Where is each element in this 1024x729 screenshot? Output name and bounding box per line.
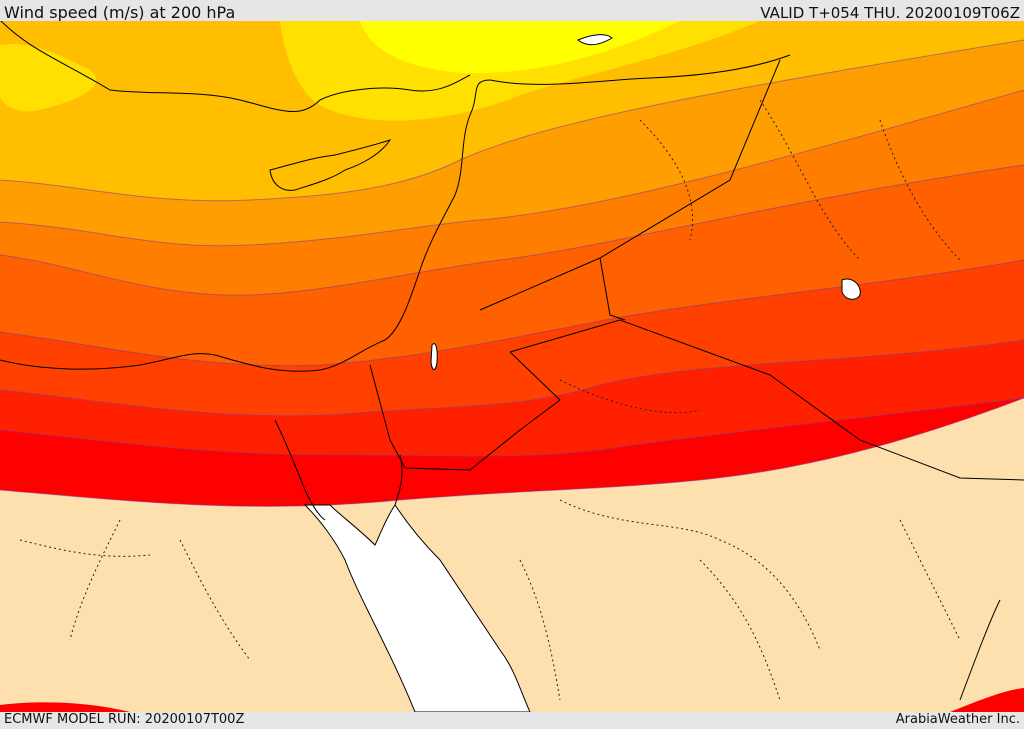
- wind-band-8-sw: [0, 702, 130, 712]
- contour-lines: [0, 39, 1024, 507]
- turkey-lake: [577, 34, 613, 46]
- model-run-label: ECMWF MODEL RUN: 20200107T00Z: [4, 712, 245, 727]
- wind-band-8-se: [950, 688, 1024, 712]
- country-borders: [369, 59, 1024, 481]
- dead-sea: [430, 343, 438, 370]
- map-footer: ECMWF MODEL RUN: 20200107T00Z ArabiaWeat…: [0, 712, 1024, 729]
- red-sea: [303, 504, 531, 712]
- wind-band-2: [0, 21, 1024, 201]
- coastlines: [0, 21, 1001, 701]
- map-header: Wind speed (m/s) at 200 hPa VALID T+054 …: [0, 0, 1024, 22]
- wind-band-0: [360, 21, 680, 74]
- gulf-lake-iraq: [841, 278, 861, 300]
- wind-band-1-aegean: [0, 44, 97, 112]
- province-borders: [19, 99, 961, 701]
- valid-time: VALID T+054 THU. 20200109T06Z: [760, 4, 1020, 22]
- wind-speed-map: [0, 21, 1024, 712]
- brand-label: ArabiaWeather Inc.: [895, 712, 1020, 727]
- map-title: Wind speed (m/s) at 200 hPa: [4, 3, 236, 22]
